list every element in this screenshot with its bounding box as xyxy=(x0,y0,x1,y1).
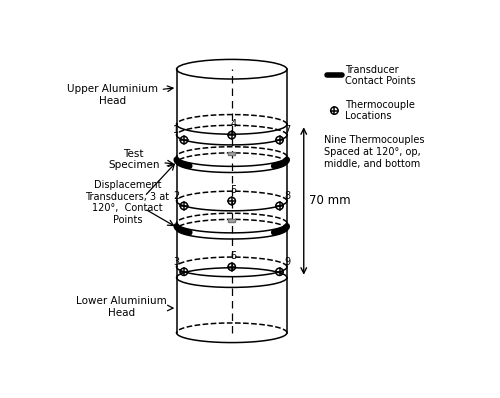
FancyBboxPatch shape xyxy=(228,152,235,155)
Text: 5: 5 xyxy=(230,185,236,195)
Text: Test
Specimen: Test Specimen xyxy=(108,149,173,170)
Text: Transducer
Contact Points: Transducer Contact Points xyxy=(345,64,416,86)
Text: Thermocouple
Locations: Thermocouple Locations xyxy=(345,100,415,121)
Text: 6: 6 xyxy=(230,251,236,261)
Text: Nine Thermocouples
Spaced at 120°, op,
middle, and bottom: Nine Thermocouples Spaced at 120°, op, m… xyxy=(324,135,424,169)
Text: 8: 8 xyxy=(284,191,290,201)
FancyBboxPatch shape xyxy=(228,219,235,222)
Text: Upper Aluminium
Head: Upper Aluminium Head xyxy=(66,84,173,106)
Text: 3: 3 xyxy=(173,257,180,267)
Text: 2: 2 xyxy=(173,191,180,201)
Text: 70 mm: 70 mm xyxy=(310,195,351,207)
Text: Lower Aluminium
Head: Lower Aluminium Head xyxy=(76,296,173,318)
Text: 7: 7 xyxy=(284,125,290,135)
Text: 4: 4 xyxy=(230,119,236,129)
Text: 9: 9 xyxy=(284,257,290,267)
Text: Displacement
Transducers, 3 at
120°,  Contact
Points: Displacement Transducers, 3 at 120°, Con… xyxy=(86,180,170,225)
Text: 1: 1 xyxy=(173,125,180,135)
